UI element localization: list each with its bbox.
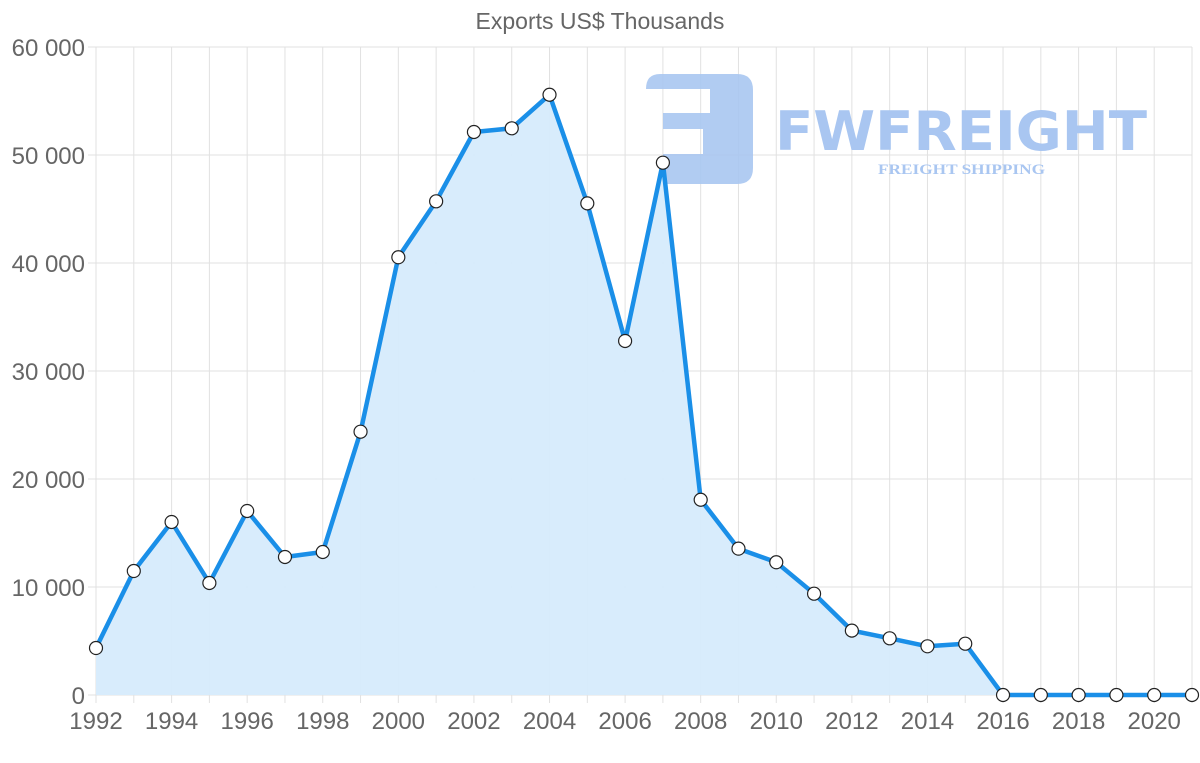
fwfreight-logo-icon	[646, 74, 753, 184]
y-tick-label: 0	[72, 683, 85, 710]
data-point[interactable]	[1147, 687, 1162, 703]
y-tick-label: 30 000	[12, 359, 85, 386]
data-point[interactable]	[353, 424, 368, 439]
data-point[interactable]	[580, 196, 595, 211]
data-point[interactable]	[542, 87, 557, 102]
y-tick-label: 40 000	[12, 251, 85, 278]
data-point[interactable]	[958, 636, 973, 651]
data-point[interactable]	[391, 250, 406, 265]
data-point[interactable]	[731, 541, 746, 556]
data-point[interactable]	[277, 549, 293, 565]
data-point[interactable]	[504, 121, 519, 136]
x-tick-label: 2008	[674, 708, 727, 735]
x-tick-label: 2012	[825, 708, 878, 735]
data-point[interactable]	[126, 563, 141, 579]
data-point[interactable]	[618, 333, 633, 349]
data-point[interactable]	[882, 631, 897, 646]
x-tick-label: 2006	[598, 708, 651, 735]
x-tick-label: 1996	[220, 708, 273, 735]
data-point[interactable]	[88, 640, 104, 656]
x-tick-label: 2020	[1128, 708, 1181, 735]
y-axis: 0 10 000 20 000 30 000 40 000 50 000 60 000	[12, 35, 85, 710]
data-point[interactable]	[466, 124, 482, 140]
data-points	[88, 87, 1200, 703]
data-point[interactable]	[1109, 687, 1124, 703]
data-point[interactable]	[1184, 687, 1200, 703]
chart-title: Exports US$ Thousands	[475, 8, 725, 34]
data-point[interactable]	[693, 492, 708, 507]
area-fill	[96, 94, 1192, 695]
x-tick-label: 2016	[976, 708, 1029, 735]
watermark-tagline: FREIGHT SHIPPING	[878, 162, 1045, 178]
x-tick-label: 2000	[372, 708, 425, 735]
y-tick-label: 60 000	[12, 35, 85, 62]
data-point[interactable]	[769, 555, 784, 570]
data-point[interactable]	[1033, 687, 1048, 703]
y-tick-label: 10 000	[12, 575, 85, 602]
y-tick-label: 20 000	[12, 467, 85, 494]
data-point[interactable]	[1071, 687, 1086, 703]
data-point[interactable]	[429, 194, 444, 209]
data-point[interactable]	[164, 514, 179, 530]
fwfreight-watermark: FWFREIGHT FREIGHT SHIPPING	[646, 74, 1147, 184]
x-tick-label: 1998	[296, 708, 349, 735]
x-tick-label: 1994	[145, 708, 198, 735]
data-point[interactable]	[315, 544, 330, 560]
x-tick-label: 1992	[69, 708, 122, 735]
data-point[interactable]	[240, 503, 255, 519]
y-tick-label: 50 000	[12, 143, 85, 170]
x-tick-label: 2002	[447, 708, 500, 735]
data-point[interactable]	[806, 586, 822, 601]
data-point[interactable]	[844, 623, 859, 638]
watermark-brand: FWFREIGHT	[775, 100, 1147, 163]
x-axis: 1992 1994 1996 1998 2000 2002 2004 2006 2008 2010…	[69, 708, 1181, 735]
data-point[interactable]	[655, 155, 670, 170]
data-point[interactable]	[920, 639, 935, 654]
data-point[interactable]	[995, 687, 1011, 703]
x-tick-label: 2004	[523, 708, 576, 735]
x-tick-label: 2018	[1052, 708, 1105, 735]
x-tick-label: 2014	[901, 708, 954, 735]
x-tick-label: 2010	[750, 708, 803, 735]
data-point[interactable]	[202, 575, 217, 591]
